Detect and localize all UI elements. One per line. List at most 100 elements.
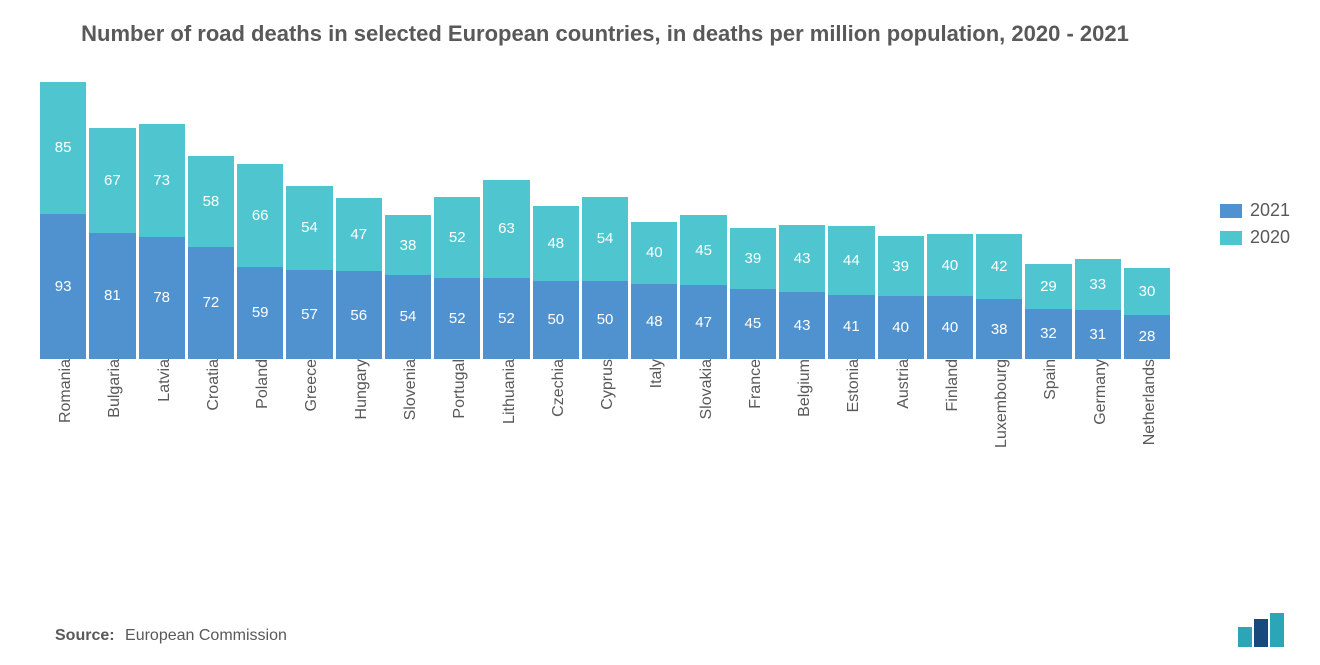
x-axis-label: Portugal	[445, 359, 469, 419]
bar-stack: 3229	[1025, 79, 1071, 359]
bar-romania: 9385Romania	[40, 79, 86, 359]
x-axis-label: Slovenia	[396, 359, 420, 420]
x-axis-label: Cyprus	[593, 359, 617, 410]
segment-2020: 48	[533, 206, 579, 281]
bar-france: 4539France	[730, 79, 776, 359]
segment-2020: 73	[139, 124, 185, 238]
x-axis-label: Spain	[1036, 359, 1060, 400]
bar-stack: 5048	[533, 79, 579, 359]
segment-2020: 43	[779, 225, 825, 292]
segment-2020: 38	[385, 215, 431, 274]
bar-poland: 5966Poland	[237, 79, 283, 359]
bar-stack: 4040	[927, 79, 973, 359]
bar-finland: 4040Finland	[927, 79, 973, 359]
x-axis-label: Estonia	[839, 359, 863, 412]
bar-greece: 5754Greece	[286, 79, 332, 359]
segment-2021: 78	[139, 237, 185, 358]
source-line: Source: European Commission	[55, 627, 287, 645]
bar-stack: 3133	[1075, 79, 1121, 359]
segment-2020: 39	[730, 228, 776, 289]
segment-2020: 42	[976, 234, 1022, 299]
x-axis-label: Austria	[889, 359, 913, 409]
segment-2020: 40	[631, 222, 677, 284]
segment-2021: 31	[1075, 310, 1121, 358]
bar-germany: 3133Germany	[1075, 79, 1121, 359]
plot-row: 9385Romania8167Bulgaria7873Latvia7258Cro…	[40, 79, 1170, 459]
bar-plot: 9385Romania8167Bulgaria7873Latvia7258Cro…	[40, 79, 1170, 359]
segment-2021: 93	[40, 214, 86, 359]
bar-stack: 5263	[483, 79, 529, 359]
segment-2020: 40	[927, 234, 973, 296]
bar-latvia: 7873Latvia	[139, 79, 185, 359]
bar-stack: 8167	[89, 79, 135, 359]
bar-portugal: 5252Portugal	[434, 79, 480, 359]
segment-2020: 39	[878, 236, 924, 297]
segment-2020: 58	[188, 156, 234, 246]
segment-2021: 81	[89, 233, 135, 359]
x-axis-label: Lithuania	[495, 359, 519, 424]
bar-estonia: 4144Estonia	[828, 79, 874, 359]
bar-belgium: 4343Belgium	[779, 79, 825, 359]
bar-stack: 3842	[976, 79, 1022, 359]
segment-2021: 28	[1124, 315, 1170, 359]
legend-label-2021: 2021	[1250, 200, 1290, 221]
x-axis-label: Hungary	[347, 359, 371, 419]
bar-czechia: 5048Czechia	[533, 79, 579, 359]
segment-2021: 59	[237, 267, 283, 359]
segment-2020: 30	[1124, 268, 1170, 315]
legend-item-2020: 2020	[1220, 227, 1290, 248]
brand-logo-icon	[1234, 613, 1290, 647]
x-axis-label: Belgium	[790, 359, 814, 417]
x-axis-label: Poland	[248, 359, 272, 409]
segment-2021: 57	[286, 270, 332, 359]
segment-2020: 33	[1075, 259, 1121, 310]
bar-stack: 4039	[878, 79, 924, 359]
segment-2021: 38	[976, 299, 1022, 358]
bar-cyprus: 5054Cyprus	[582, 79, 628, 359]
bar-stack: 4840	[631, 79, 677, 359]
segment-2020: 47	[336, 198, 382, 271]
bar-bulgaria: 8167Bulgaria	[89, 79, 135, 359]
segment-2020: 66	[237, 164, 283, 267]
x-axis-label: Finland	[938, 359, 962, 411]
segment-2020: 85	[40, 82, 86, 214]
segment-2021: 41	[828, 295, 874, 359]
bar-italy: 4840Italy	[631, 79, 677, 359]
bar-slovakia: 4745Slovakia	[680, 79, 726, 359]
x-axis-label: Greece	[297, 359, 321, 411]
segment-2020: 52	[434, 197, 480, 278]
bar-stack: 4745	[680, 79, 726, 359]
x-axis-label: Romania	[51, 359, 75, 423]
bar-lithuania: 5263Lithuania	[483, 79, 529, 359]
segment-2020: 54	[286, 186, 332, 270]
segment-2021: 52	[483, 278, 529, 359]
segment-2021: 54	[385, 275, 431, 359]
x-axis-label: France	[741, 359, 765, 409]
segment-2020: 63	[483, 180, 529, 278]
bar-luxembourg: 3842Luxembourg	[976, 79, 1022, 359]
bar-stack: 2830	[1124, 79, 1170, 359]
segment-2020: 44	[828, 226, 874, 294]
x-axis-label: Luxembourg	[987, 359, 1011, 448]
legend-label-2020: 2020	[1250, 227, 1290, 248]
legend-swatch-2021	[1220, 204, 1242, 218]
segment-2020: 67	[89, 128, 135, 232]
chart-title: Number of road deaths in selected Europe…	[40, 20, 1170, 49]
bar-slovenia: 5438Slovenia	[385, 79, 431, 359]
bar-stack: 5252	[434, 79, 480, 359]
legend: 2021 2020	[1220, 200, 1290, 248]
segment-2021: 40	[878, 296, 924, 358]
bar-spain: 3229Spain	[1025, 79, 1071, 359]
source-label: Source:	[55, 627, 115, 644]
bar-austria: 4039Austria	[878, 79, 924, 359]
chart-container: Number of road deaths in selected Europe…	[0, 0, 1320, 665]
x-axis-label: Netherlands	[1135, 359, 1159, 445]
segment-2021: 50	[582, 281, 628, 359]
x-axis-label: Slovakia	[692, 359, 716, 419]
segment-2021: 56	[336, 271, 382, 358]
x-axis-label: Czechia	[544, 359, 568, 417]
segment-2021: 45	[730, 289, 776, 359]
bar-stack: 5054	[582, 79, 628, 359]
bar-netherlands: 2830Netherlands	[1124, 79, 1170, 359]
x-axis-label: Germany	[1086, 359, 1110, 425]
